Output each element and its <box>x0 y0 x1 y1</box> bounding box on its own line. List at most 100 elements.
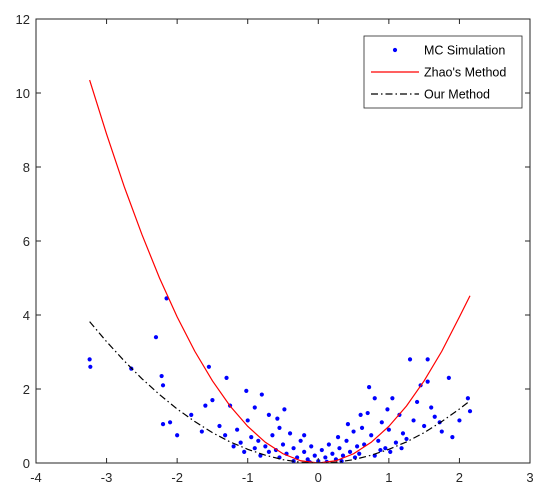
scatter-point <box>302 433 307 438</box>
scatter-point <box>383 446 388 451</box>
scatter-point <box>372 396 377 401</box>
scatter-point <box>439 429 444 434</box>
scatter-point <box>330 451 335 456</box>
legend-item: MC Simulation <box>392 44 505 58</box>
y-tick-label: 6 <box>23 234 30 249</box>
scatter-point <box>400 431 406 436</box>
legend: MC Simulation Zhao's Method Our Method <box>363 35 523 109</box>
x-axis: -4 -3 -2 -1 0 1 2 3 <box>30 19 534 485</box>
scatter-point <box>425 379 430 384</box>
scatter-point <box>275 416 280 421</box>
scatter-point <box>345 422 351 427</box>
scatter-point <box>298 438 303 443</box>
scatter-point <box>189 412 194 417</box>
scatter-point <box>414 399 420 405</box>
scatter-point <box>407 357 413 362</box>
series-zhaos-method-line <box>89 79 471 463</box>
scatter-point <box>365 410 370 416</box>
scatter-point <box>378 447 383 453</box>
scatter-point <box>355 444 360 449</box>
scatter-point <box>340 453 346 458</box>
y-tick-label: 0 <box>23 456 30 471</box>
scatter-point <box>277 425 282 430</box>
scatter-point <box>291 446 296 451</box>
scatter-point <box>238 440 243 445</box>
scatter-point <box>252 446 257 451</box>
y-tick-label: 12 <box>16 12 30 27</box>
scatter-point <box>245 418 250 423</box>
scatter-point <box>323 455 328 460</box>
scatter-point <box>386 427 391 432</box>
scatter-point <box>203 403 208 408</box>
legend-item: Zhao's Method <box>371 66 506 80</box>
scatter-point <box>252 405 257 410</box>
scatter-point <box>376 438 381 443</box>
scatter-point <box>302 449 307 454</box>
x-tick-label: 0 <box>315 470 322 485</box>
scatter-point <box>425 357 430 362</box>
scatter-point <box>335 435 341 440</box>
scatter-point <box>256 438 261 443</box>
scatter-point <box>153 335 159 340</box>
scatter-point <box>319 447 324 453</box>
scatter-point <box>224 375 229 380</box>
scatter-point <box>450 435 455 440</box>
y-axis: 0 2 4 6 8 10 12 <box>16 12 530 471</box>
scatter-point <box>270 433 275 438</box>
scatter-point <box>167 420 173 425</box>
scatter-point <box>244 388 249 393</box>
x-tick-label: 2 <box>456 470 463 485</box>
scatter-point <box>379 420 384 425</box>
scatter-point <box>347 449 353 454</box>
scatter-point <box>467 409 473 414</box>
x-tick-label: -4 <box>30 470 42 485</box>
scatter-point <box>282 407 287 412</box>
scatter-point <box>263 444 268 449</box>
y-tick-label: 2 <box>23 382 30 397</box>
scatter-point <box>266 412 271 417</box>
scatter-point <box>242 449 247 454</box>
scatter-point <box>351 429 356 434</box>
scatter-point <box>393 440 399 445</box>
scatter-point <box>457 418 462 423</box>
scatter-point <box>357 451 362 456</box>
scatter-point <box>210 398 215 403</box>
scatter-point <box>388 449 393 454</box>
scatter-point <box>160 422 166 427</box>
scatter-point <box>231 444 236 449</box>
x-tick-label: -3 <box>101 470 113 485</box>
x-tick-label: 1 <box>385 470 392 485</box>
legend-marker-dot <box>392 47 398 53</box>
legend-label: MC Simulation <box>424 44 505 58</box>
scatter-point <box>359 425 365 430</box>
scatter-point <box>88 364 93 369</box>
plot-area <box>87 79 473 463</box>
scatter-point <box>159 373 164 379</box>
scatter-point <box>280 442 286 447</box>
scatter-point <box>411 418 416 423</box>
y-tick-label: 10 <box>16 86 30 101</box>
scatter-point <box>446 375 451 380</box>
scatter-point <box>223 433 228 438</box>
x-tick-label: -2 <box>171 470 183 485</box>
legend-label: Our Method <box>424 88 490 102</box>
scatter-point <box>87 357 92 362</box>
scatter-point <box>312 453 317 458</box>
scatter-point <box>287 431 293 436</box>
scatter-point <box>422 423 427 429</box>
y-tick-label: 4 <box>23 308 30 323</box>
scatter-point <box>160 383 166 388</box>
scatter-point <box>326 442 331 447</box>
scatter-point <box>432 414 437 419</box>
scatter-point <box>404 436 409 442</box>
scatter-point <box>399 446 404 451</box>
scatter-point <box>366 385 372 390</box>
series-our-method-line <box>89 321 471 463</box>
scatter-point <box>369 433 374 438</box>
scatter-point <box>235 427 240 432</box>
scatter-point <box>259 392 264 397</box>
scatter-point <box>429 405 434 410</box>
scatter-point <box>305 457 310 462</box>
scatter-point <box>217 423 222 429</box>
